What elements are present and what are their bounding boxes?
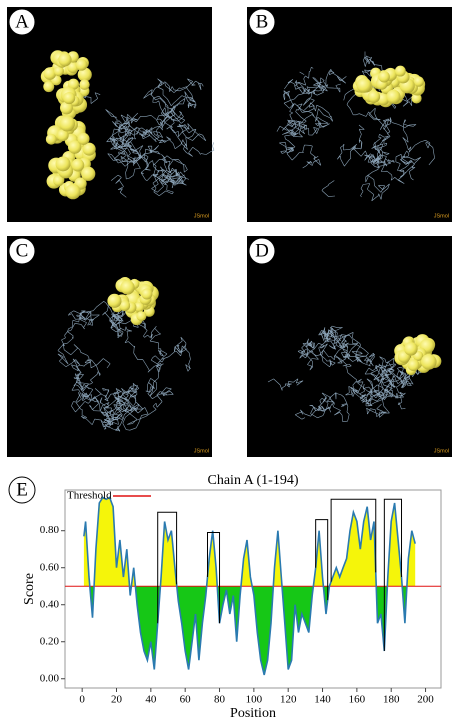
atom-sphere xyxy=(77,67,92,82)
legend-label: Threshold xyxy=(67,490,112,502)
watermark: JSmol xyxy=(434,213,449,219)
y-tick-label: 0.60 xyxy=(40,561,60,573)
x-tick-label: 180 xyxy=(383,694,400,706)
x-tick-label: 60 xyxy=(180,694,192,706)
atom-sphere xyxy=(63,92,76,105)
panel-label-circle xyxy=(8,476,36,504)
y-tick-label: 0.40 xyxy=(40,598,60,610)
atom-sphere xyxy=(67,78,80,90)
watermark: JSmol xyxy=(434,448,449,454)
watermark: JSmol xyxy=(194,448,209,454)
atom-sphere xyxy=(79,79,90,90)
wireframe xyxy=(267,325,428,422)
atom-sphere xyxy=(60,101,73,115)
molecule-panel: JSmol B xyxy=(247,7,452,222)
atom-sphere xyxy=(404,342,418,356)
atom-sphere xyxy=(59,115,76,132)
atom-sphere xyxy=(378,71,390,83)
x-tick-label: 160 xyxy=(349,694,366,706)
atom-sphere xyxy=(53,175,65,187)
epitope-box xyxy=(330,498,377,582)
x-tick-label: 120 xyxy=(280,694,297,706)
panel-label-circle xyxy=(8,8,36,36)
atom-sphere xyxy=(43,67,57,80)
y-axis-label: Score xyxy=(22,573,37,605)
y-tick-label: 0.00 xyxy=(40,672,60,684)
atom-sphere xyxy=(413,76,424,87)
atom-sphere xyxy=(45,133,57,145)
panel-label: E xyxy=(16,479,28,500)
atom-sphere xyxy=(119,300,131,312)
atom-sphere xyxy=(141,288,153,300)
epitope-box xyxy=(157,511,178,624)
atom-sphere xyxy=(75,58,88,71)
atom-sphere xyxy=(411,93,422,104)
panel-label: A xyxy=(15,11,29,32)
area-below xyxy=(89,586,407,675)
panel-label: B xyxy=(256,11,269,32)
atom-sphere xyxy=(43,81,55,93)
panel-background xyxy=(7,7,212,222)
atom-sphere xyxy=(120,280,135,295)
molecule-panel: JSmol D xyxy=(247,236,452,457)
x-tick-label: 140 xyxy=(314,694,331,706)
x-tick-label: 0 xyxy=(79,694,85,706)
chart-title: Chain A (1-194) xyxy=(208,473,299,488)
atom-sphere xyxy=(81,166,96,181)
atom-sphere xyxy=(136,311,147,322)
atom-sphere xyxy=(407,359,420,372)
x-tick-label: 100 xyxy=(246,694,263,706)
x-tick-label: 80 xyxy=(214,694,226,706)
epitope-box xyxy=(383,498,403,651)
x-tick-label: 200 xyxy=(417,694,434,706)
wireframe xyxy=(68,78,215,198)
panels: JSmol A JSmol B JSmol C JSmol D xyxy=(7,7,452,457)
atom-sphere xyxy=(58,53,72,67)
panel-label: D xyxy=(255,240,269,261)
y-tick-label: 0.20 xyxy=(40,635,60,647)
area-above xyxy=(83,497,416,587)
atom-sphere xyxy=(82,142,96,156)
atom-sphere xyxy=(107,293,122,308)
atom-sphere xyxy=(77,132,90,145)
atom-sphere xyxy=(420,354,437,370)
atom-sphere xyxy=(53,66,64,77)
x-axis-label: Position xyxy=(230,706,276,721)
atom-sphere xyxy=(367,90,381,103)
panel-label: C xyxy=(16,240,29,261)
panel-label-circle xyxy=(248,8,276,36)
molecule-panel: JSmol C xyxy=(7,236,212,457)
atom-sphere xyxy=(356,77,372,93)
atom-sphere xyxy=(55,156,71,172)
chart: E Chain A (1-194) Position Score 0 20 40 60 80 10… xyxy=(8,473,442,721)
atom-sphere xyxy=(68,140,82,154)
panel-label-circle xyxy=(248,237,276,265)
molecule-panel: JSmol A xyxy=(7,7,215,222)
epitope-box xyxy=(207,532,221,624)
epitope-box xyxy=(315,519,329,601)
atom-sphere xyxy=(133,301,145,313)
score-line xyxy=(83,496,416,676)
watermark: JSmol xyxy=(194,213,209,219)
x-tick-label: 40 xyxy=(145,694,157,706)
atom-sphere xyxy=(56,129,69,142)
atom-sphere xyxy=(71,158,85,172)
atom-sphere xyxy=(394,65,406,77)
panel-background xyxy=(247,7,452,222)
x-tick-label: 20 xyxy=(111,694,123,706)
atom-sphere xyxy=(65,184,81,200)
atom-sphere xyxy=(386,89,401,104)
y-tick-label: 0.80 xyxy=(40,524,60,536)
panel-label-circle xyxy=(8,237,36,265)
